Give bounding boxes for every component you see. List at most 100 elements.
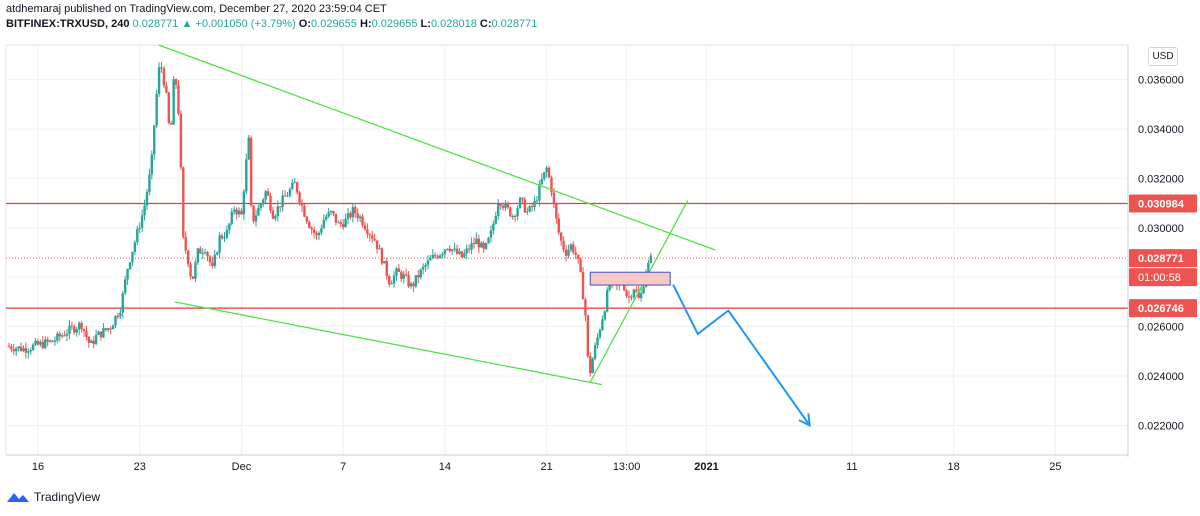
candle-up bbox=[53, 340, 57, 342]
candle-up bbox=[196, 248, 200, 263]
candle-down bbox=[581, 271, 585, 300]
horizontal-levels bbox=[6, 202, 1128, 309]
candle-up bbox=[596, 337, 599, 346]
candle-up bbox=[237, 210, 241, 215]
currency-button[interactable]: USD bbox=[1148, 47, 1178, 66]
candle-down bbox=[584, 299, 587, 316]
x-tick-label: 11 bbox=[846, 461, 857, 473]
candle-down bbox=[557, 218, 560, 233]
candle-up bbox=[264, 191, 267, 200]
candle-up bbox=[153, 125, 156, 155]
candle-up bbox=[281, 195, 284, 208]
candle-up bbox=[203, 252, 207, 254]
candle-down bbox=[407, 275, 410, 287]
candle-down bbox=[199, 248, 202, 254]
candle-down bbox=[186, 250, 190, 265]
candle-down bbox=[363, 225, 367, 230]
candle-down bbox=[303, 206, 306, 217]
candle-up bbox=[533, 201, 536, 207]
symbol-name[interactable]: BITFINEX:TRXUSD, 240 bbox=[6, 18, 130, 30]
x-tick-label: 7 bbox=[340, 461, 346, 473]
tradingview-footer[interactable]: TradingView bbox=[6, 490, 100, 504]
candle-up bbox=[320, 228, 323, 233]
candle-up bbox=[128, 262, 132, 270]
candle-up bbox=[77, 322, 81, 330]
candle-up bbox=[39, 341, 42, 345]
candle-up bbox=[492, 223, 495, 231]
bar-countdown-label: 01:00:58 bbox=[1138, 272, 1181, 284]
candle-down bbox=[574, 252, 577, 255]
candle-down bbox=[637, 291, 640, 298]
x-tick-label: 18 bbox=[947, 461, 959, 473]
candle-up bbox=[470, 243, 473, 250]
candle-down bbox=[252, 205, 255, 222]
candle-down bbox=[366, 229, 369, 235]
candle-up bbox=[647, 262, 650, 274]
supply-zone-box bbox=[589, 271, 671, 286]
candle-up bbox=[569, 244, 573, 250]
candle-up bbox=[441, 253, 444, 256]
candle-up bbox=[293, 182, 296, 184]
x-tick-label: 14 bbox=[439, 461, 451, 473]
close-label: C: bbox=[479, 18, 492, 30]
chart-drawings[interactable] bbox=[158, 44, 811, 428]
candle-up bbox=[603, 311, 606, 320]
candle-up bbox=[216, 252, 219, 255]
candle-down bbox=[283, 195, 287, 197]
publisher-line: atdhemaraj published on TradingView.com,… bbox=[6, 3, 387, 15]
candle-down bbox=[586, 315, 590, 357]
candle-down bbox=[169, 123, 173, 125]
candle-up bbox=[426, 260, 430, 265]
candle-up bbox=[288, 189, 292, 196]
candle-down bbox=[625, 290, 628, 296]
candle-up bbox=[14, 348, 18, 352]
candle-up bbox=[317, 232, 321, 236]
candle-down bbox=[375, 240, 379, 250]
candle-down bbox=[523, 199, 527, 213]
candle-down bbox=[455, 248, 459, 254]
candle-up bbox=[392, 275, 396, 284]
candle-down bbox=[266, 191, 270, 196]
candle-up bbox=[247, 137, 250, 160]
candle-down bbox=[70, 325, 74, 327]
candle-down bbox=[160, 67, 163, 69]
x-tick-label: 16 bbox=[32, 461, 44, 473]
candle-down bbox=[579, 258, 582, 272]
candle-up bbox=[34, 340, 37, 345]
candle-down bbox=[373, 238, 376, 241]
y-tick-label: 0.034000 bbox=[1138, 124, 1184, 136]
candle-up bbox=[591, 358, 594, 374]
upper-trendline bbox=[158, 44, 716, 251]
candle-up bbox=[286, 195, 289, 197]
chart-axes: 0.0220000.0240000.0260000.0280000.030000… bbox=[6, 45, 1184, 473]
candle-down bbox=[513, 215, 517, 217]
candle-up bbox=[504, 203, 507, 208]
candle-up bbox=[329, 211, 333, 213]
candle-up bbox=[598, 330, 602, 338]
open-label: O: bbox=[298, 18, 312, 30]
candle-down bbox=[235, 209, 238, 215]
candle-up bbox=[421, 266, 425, 270]
candle-down bbox=[220, 235, 224, 239]
x-tick-label: Dec bbox=[232, 461, 252, 473]
candle-up bbox=[143, 205, 146, 216]
candle-down bbox=[298, 192, 301, 203]
candle-up bbox=[123, 279, 127, 294]
x-tick-label: 13:00 bbox=[613, 461, 641, 473]
x-tick-label: 25 bbox=[1049, 461, 1061, 473]
candle-down bbox=[305, 216, 309, 222]
candle-up bbox=[325, 216, 328, 220]
candle-up bbox=[543, 172, 546, 180]
chart-header: atdhemaraj published on TradingView.com,… bbox=[6, 2, 537, 32]
candle-up bbox=[465, 248, 468, 254]
candle-up bbox=[65, 333, 69, 336]
candle-down bbox=[332, 211, 335, 214]
candlestick-series bbox=[7, 61, 653, 377]
candle-down bbox=[412, 283, 415, 287]
candle-up bbox=[608, 282, 611, 290]
candle-up bbox=[402, 274, 405, 279]
candle-up bbox=[351, 207, 355, 218]
candle-down bbox=[622, 281, 626, 291]
candle-down bbox=[300, 202, 304, 207]
